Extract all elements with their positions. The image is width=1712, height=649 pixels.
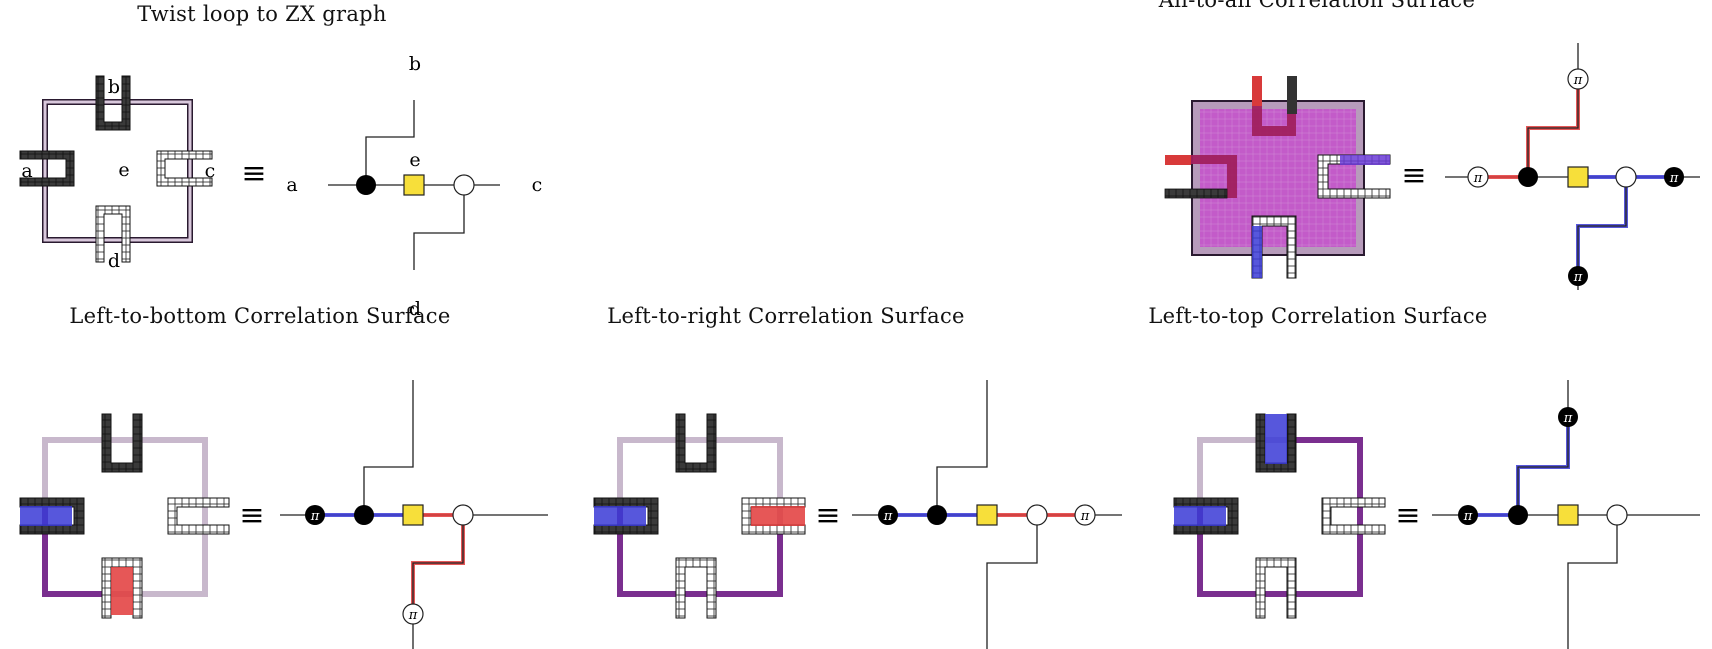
pi-label-right: π	[1669, 171, 1679, 186]
twist-loop-lattice	[19, 75, 213, 263]
pi-x-spider-3	[305, 505, 325, 525]
pi-label-bottom: π	[1573, 270, 1583, 285]
x-spider-5	[1508, 505, 1528, 525]
pi-label-4: π	[883, 509, 893, 524]
hadamard-box	[403, 174, 425, 196]
pi-x-spider-bottom	[1568, 266, 1588, 286]
pi-x-spider-5	[1458, 505, 1478, 525]
x-spider-4	[927, 505, 947, 525]
x-spider-3	[354, 505, 374, 525]
pi-label-5-top: π	[1563, 411, 1573, 426]
title-left-to-bottom: Left-to-bottom Correlation Surface	[69, 304, 451, 328]
label-a-lattice: a	[21, 160, 32, 182]
equiv-symbol-4: ≡	[815, 498, 840, 533]
pi-z-spider-top	[1567, 68, 1589, 90]
equiv-symbol-3: ≡	[239, 498, 264, 533]
equiv-symbol: ≡	[241, 156, 266, 191]
panel-all-to-all: ≡ π π π π	[1164, 43, 1700, 290]
pi-x-spider-4	[878, 505, 898, 525]
label-c-center: e	[118, 159, 129, 181]
z-spider	[453, 174, 475, 196]
pi-label-4b: π	[1080, 509, 1090, 524]
left-to-right-lattice	[593, 413, 806, 619]
pi-label-3: π	[310, 509, 320, 524]
label-d: d	[409, 298, 421, 320]
label-b: b	[409, 53, 421, 75]
label-e: e	[409, 149, 420, 171]
z-spider-3	[452, 504, 474, 526]
left-to-bottom-lattice	[19, 413, 230, 619]
title-left-to-right: Left-to-right Correlation Surface	[607, 304, 965, 328]
panel-left-to-top: ≡ π π	[1173, 380, 1700, 649]
z-spider-4	[1026, 504, 1048, 526]
pi-label-5: π	[1463, 509, 1473, 524]
left-to-top-lattice	[1173, 413, 1386, 619]
label-a: a	[286, 174, 297, 196]
pi-x-spider-5-top	[1558, 407, 1578, 427]
hadamard-box-2	[1567, 166, 1589, 188]
equiv-symbol-5: ≡	[1395, 498, 1420, 533]
label-b-lattice: b	[108, 76, 120, 98]
z-spider-5	[1606, 504, 1628, 526]
all-to-all-lattice	[1164, 76, 1391, 279]
title-left-to-top: Left-to-top Correlation Surface	[1148, 304, 1488, 328]
equiv-symbol-2: ≡	[1401, 158, 1426, 193]
pi-label-3b: π	[408, 608, 418, 623]
panel-left-to-bottom: ≡ π π	[19, 380, 548, 649]
pi-z-spider-3	[402, 603, 424, 625]
pi-label-left: π	[1473, 171, 1483, 186]
hadamard-box-5	[1557, 504, 1579, 526]
panel-twist-loop: a b e c d ≡ a b e c d	[19, 53, 543, 320]
panel-left-to-right: ≡ π π	[593, 380, 1122, 649]
x-spider-2	[1518, 167, 1538, 187]
label-d-lattice: d	[108, 250, 120, 272]
title-twist-loop: Twist loop to ZX graph	[137, 2, 387, 26]
label-c: c	[532, 174, 543, 196]
label-c-lattice: c	[205, 160, 216, 182]
z-spider-2	[1615, 166, 1637, 188]
hadamard-box-3	[402, 504, 424, 526]
pi-x-spider-right	[1664, 167, 1684, 187]
x-spider	[356, 175, 376, 195]
title-all-to-all: All-to-all Correlation Surface	[1158, 0, 1476, 12]
pi-z-spider-4	[1074, 504, 1096, 526]
pi-label-top: π	[1573, 73, 1583, 88]
hadamard-box-4	[976, 504, 998, 526]
pi-z-spider-left	[1467, 166, 1489, 188]
